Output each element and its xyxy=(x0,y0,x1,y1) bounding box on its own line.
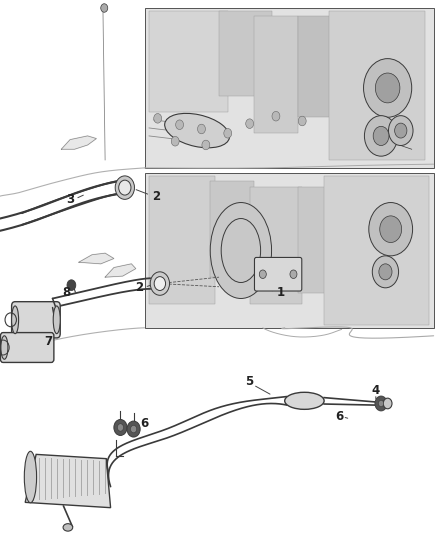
Ellipse shape xyxy=(63,523,73,531)
Ellipse shape xyxy=(221,219,261,282)
Circle shape xyxy=(375,396,387,411)
Ellipse shape xyxy=(285,392,324,409)
Polygon shape xyxy=(105,264,136,277)
Text: 1: 1 xyxy=(276,286,284,298)
FancyBboxPatch shape xyxy=(254,257,302,291)
Circle shape xyxy=(176,120,184,130)
Ellipse shape xyxy=(53,306,60,334)
Polygon shape xyxy=(61,136,96,149)
Circle shape xyxy=(380,216,402,243)
Polygon shape xyxy=(254,16,298,133)
Polygon shape xyxy=(79,253,114,264)
Polygon shape xyxy=(324,176,429,325)
Circle shape xyxy=(364,116,398,156)
Circle shape xyxy=(154,114,162,123)
Circle shape xyxy=(272,111,280,121)
FancyBboxPatch shape xyxy=(12,302,60,338)
Circle shape xyxy=(131,425,137,433)
FancyBboxPatch shape xyxy=(0,333,54,362)
Circle shape xyxy=(117,424,124,431)
Text: 3: 3 xyxy=(66,193,74,206)
Circle shape xyxy=(395,123,407,138)
Ellipse shape xyxy=(24,451,36,503)
Circle shape xyxy=(298,116,306,126)
Polygon shape xyxy=(145,173,434,328)
Circle shape xyxy=(372,256,399,288)
Polygon shape xyxy=(328,11,425,160)
Circle shape xyxy=(127,421,140,437)
Circle shape xyxy=(389,116,413,146)
Text: 6: 6 xyxy=(141,417,148,430)
Circle shape xyxy=(375,73,400,103)
Circle shape xyxy=(154,277,166,290)
Ellipse shape xyxy=(1,336,8,359)
Circle shape xyxy=(115,176,134,199)
Circle shape xyxy=(259,270,266,279)
Circle shape xyxy=(246,119,254,128)
Ellipse shape xyxy=(210,203,272,298)
Polygon shape xyxy=(219,11,272,96)
Circle shape xyxy=(119,180,131,195)
Polygon shape xyxy=(145,8,434,168)
Circle shape xyxy=(150,272,170,295)
Circle shape xyxy=(67,280,76,290)
Circle shape xyxy=(378,400,384,407)
Text: 2: 2 xyxy=(135,281,143,294)
Circle shape xyxy=(224,128,232,138)
Circle shape xyxy=(364,59,412,117)
Polygon shape xyxy=(149,176,215,304)
Text: 5: 5 xyxy=(245,375,253,387)
Circle shape xyxy=(290,270,297,279)
Polygon shape xyxy=(298,16,333,117)
Polygon shape xyxy=(250,187,302,304)
Text: 8: 8 xyxy=(63,286,71,298)
Text: 4: 4 xyxy=(372,384,380,397)
Text: 2: 2 xyxy=(152,190,160,203)
Text: 7: 7 xyxy=(44,335,52,348)
Circle shape xyxy=(383,398,392,409)
Polygon shape xyxy=(25,454,110,507)
Ellipse shape xyxy=(12,306,18,334)
Circle shape xyxy=(373,126,389,146)
Polygon shape xyxy=(210,181,254,277)
Circle shape xyxy=(114,419,127,435)
Circle shape xyxy=(369,203,413,256)
Circle shape xyxy=(198,124,205,134)
Polygon shape xyxy=(298,187,333,293)
Polygon shape xyxy=(149,11,228,112)
Circle shape xyxy=(379,264,392,280)
Circle shape xyxy=(202,140,210,150)
Circle shape xyxy=(101,4,108,12)
Text: 6: 6 xyxy=(336,410,343,423)
Circle shape xyxy=(171,136,179,146)
Ellipse shape xyxy=(165,114,230,148)
